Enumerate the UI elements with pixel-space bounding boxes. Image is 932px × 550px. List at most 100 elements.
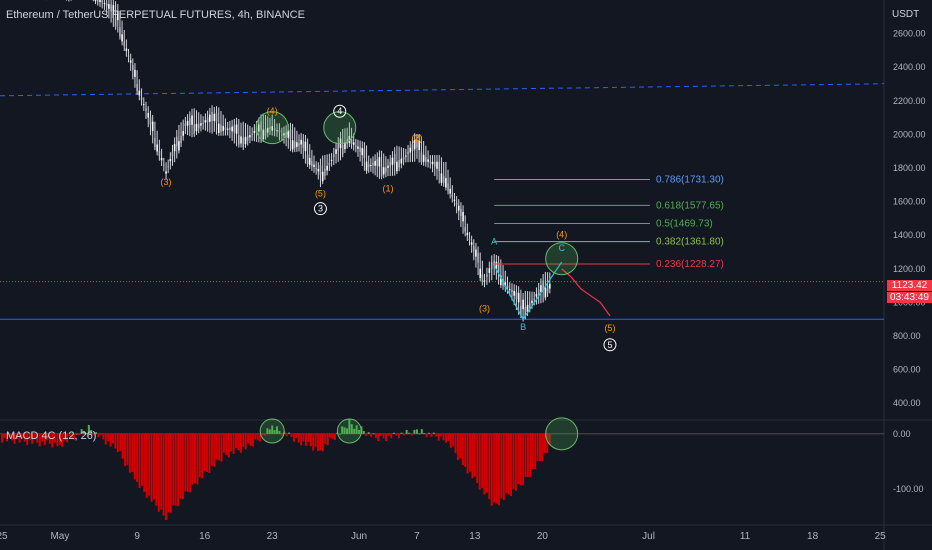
macd-bar (517, 433, 520, 484)
candle-body (409, 147, 412, 153)
macd-bar (370, 433, 373, 437)
candle-body (311, 161, 313, 166)
candle-body (472, 245, 475, 251)
candle-body (94, 0, 97, 2)
macd-bar (136, 433, 139, 482)
macd-bar (413, 429, 416, 434)
macd-bar (80, 429, 83, 434)
macd-bar (543, 433, 546, 453)
price-unit: USDT (892, 9, 920, 20)
macd-bar (1, 433, 3, 443)
candle-body (249, 135, 251, 138)
wave-label: (2) (411, 133, 422, 143)
macd-bar (140, 433, 143, 486)
candle-body (385, 167, 387, 173)
candle-body (515, 291, 518, 300)
macd-bar (280, 433, 283, 436)
candle-body (264, 128, 267, 136)
candle-body (382, 167, 385, 175)
y-tick-label: 1400.00 (893, 230, 926, 240)
candle-body (136, 84, 138, 92)
candle-body (129, 60, 132, 63)
macd-bar (177, 433, 180, 507)
symbol-title[interactable]: Ethereum / TetherUS PERPETUAL FUTURES, 4… (6, 9, 305, 21)
candle-body (313, 164, 315, 167)
candle-body (337, 143, 340, 151)
macd-bar (377, 433, 380, 441)
candle-body (96, 0, 99, 2)
wave-label: (3) (479, 304, 490, 314)
candle-body (460, 208, 462, 216)
candle-body (231, 126, 233, 132)
macd-bar (478, 433, 481, 490)
candle-body (483, 280, 486, 282)
macd-bar (387, 433, 390, 436)
macd-bar (408, 432, 411, 434)
candle-body (477, 253, 479, 263)
candle-body (528, 302, 531, 308)
y-tick-label: 2200.00 (893, 96, 926, 106)
x-tick-label: 9 (134, 531, 140, 542)
macd-bar (218, 433, 221, 461)
macd-bar (36, 433, 39, 443)
macd-bar (198, 433, 201, 478)
macd-bar (473, 433, 476, 477)
wave-label: C (558, 243, 565, 253)
candle-body (235, 124, 238, 134)
candle-body (142, 104, 145, 106)
candle-body (217, 123, 220, 133)
macd-bar (469, 433, 472, 472)
candle-body (293, 141, 296, 149)
candle-body (374, 161, 376, 166)
candle-body (438, 161, 441, 172)
macd-bar (379, 433, 382, 436)
candle-body (298, 143, 300, 146)
candle-body (363, 148, 366, 159)
macd-bar (56, 433, 59, 447)
macd-bar (53, 433, 56, 443)
macd-bar (13, 433, 16, 444)
y-tick-label: 400.00 (893, 398, 921, 408)
candle-body (186, 120, 189, 126)
candle-body (224, 127, 227, 130)
macd-bar (75, 433, 78, 435)
macd-highlight-circle (545, 417, 579, 451)
wave-label-ring (333, 104, 347, 118)
macd-bar (390, 433, 393, 439)
candle-body (103, 3, 106, 5)
macd-bar (184, 433, 187, 492)
candle-body (319, 165, 322, 175)
candle-body (253, 130, 256, 134)
macd-bar (97, 433, 100, 438)
macd-bar (201, 433, 204, 479)
macd-bar (87, 424, 90, 434)
y-tick-label: 1800.00 (893, 163, 926, 173)
macd-bar (449, 433, 452, 448)
candle-body (378, 157, 381, 167)
candle-body (486, 274, 488, 277)
candle-body (407, 151, 409, 155)
macd-bar (295, 433, 298, 438)
macd-bar (11, 433, 14, 441)
candle-body (508, 288, 511, 290)
macd-bar (454, 433, 457, 454)
macd-bar (300, 433, 303, 446)
macd-bar (497, 433, 500, 506)
macd-bar (385, 433, 388, 441)
candle-body (470, 242, 473, 245)
macd-bar (397, 433, 400, 439)
macd-bar (222, 433, 225, 453)
macd-bar (415, 429, 418, 434)
wave-label: (4) (556, 230, 567, 240)
candle-body (517, 292, 520, 303)
candle-body (182, 131, 185, 136)
macd-bar (324, 433, 327, 445)
macd-bar (169, 433, 172, 513)
macd-bar (225, 433, 228, 455)
candle-body (333, 154, 335, 157)
candle-body (151, 121, 154, 132)
macd-bar (338, 433, 341, 435)
macd-bar (46, 433, 49, 441)
candle-body (123, 41, 126, 47)
